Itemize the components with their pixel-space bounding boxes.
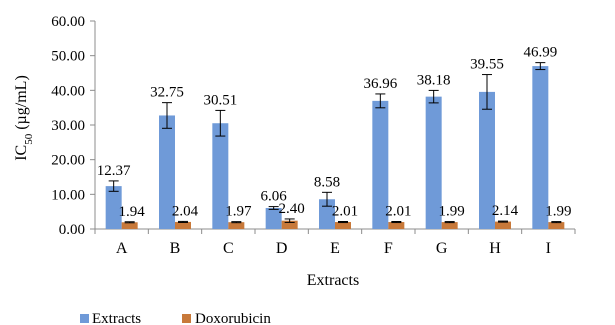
y-axis-title-subscript: 50 <box>23 133 35 145</box>
data-label-doxorubicin-h: 2.14 <box>492 203 519 219</box>
data-label-doxorubicin-i: 1.99 <box>545 204 571 220</box>
bar-extracts-i <box>532 66 549 229</box>
x-tick-label: G <box>436 240 448 257</box>
x-tick-label: E <box>330 240 340 257</box>
bar-extracts-h <box>479 91 495 229</box>
data-label-extracts-b: 32.75 <box>150 85 184 101</box>
y-axis: 0.00 10.00 20.00 30.00 40.00 50.00 60.00 <box>51 14 96 238</box>
x-tick-label: A <box>116 240 128 257</box>
data-label-extracts-c: 30.51 <box>203 92 237 108</box>
bar-doxorubicin-d <box>281 220 298 229</box>
data-label-extracts-a: 12.37 <box>97 163 131 179</box>
y-tick-label: 0.00 <box>59 222 85 238</box>
data-label-doxorubicin-e: 2.01 <box>332 204 358 220</box>
bar-doxorubicin-e <box>335 222 351 229</box>
legend-swatch-extracts <box>80 314 89 323</box>
x-axis-title: Extracts <box>307 272 359 289</box>
x-tick-label: I <box>546 240 551 257</box>
data-label-extracts-d: 6.06 <box>261 189 288 205</box>
x-axis: A B C D E F G H I <box>94 228 576 257</box>
bar-extracts-e <box>319 199 335 229</box>
data-label-doxorubicin-d: 2.40 <box>279 201 305 217</box>
data-label-doxorubicin-g: 1.99 <box>439 204 465 220</box>
x-tick-label: B <box>170 240 181 257</box>
legend: Extracts Doxorubicin <box>80 311 271 325</box>
bars-group <box>105 66 565 229</box>
y-axis-title-main: IC <box>13 145 30 161</box>
x-tick-label: H <box>489 240 501 257</box>
bar-doxorubicin-b <box>175 221 191 229</box>
bar-doxorubicin-a <box>121 222 138 229</box>
bar-doxorubicin-f <box>388 222 405 229</box>
y-tick-label: 10.00 <box>51 187 85 203</box>
legend-swatch-doxorubicin <box>182 314 191 323</box>
bar-extracts-g <box>425 96 442 229</box>
y-tick-label: 60.00 <box>51 14 85 30</box>
data-label-extracts-g: 38.18 <box>417 72 451 88</box>
data-labels-group: 12.37 1.94 32.75 2.04 30.51 1.97 6.062.40 8.58 2… <box>97 45 572 220</box>
bar-doxorubicin-c <box>228 222 245 229</box>
bar-extracts-d <box>265 207 282 229</box>
bar-doxorubicin-g <box>441 222 458 229</box>
x-tick-label: C <box>223 240 234 257</box>
bar-extracts-a <box>105 186 122 229</box>
data-label-extracts-e: 8.58 <box>314 174 340 190</box>
y-tick-label: 40.00 <box>51 83 85 99</box>
bar-doxorubicin-i <box>548 222 565 229</box>
bar-extracts-f <box>372 100 389 229</box>
y-axis-title: IC50 (µg/mL) <box>13 75 35 161</box>
error-bars-group <box>108 62 562 224</box>
y-tick-label: 50.00 <box>51 49 85 65</box>
bar-doxorubicin-h <box>495 221 511 229</box>
data-label-extracts-i: 46.99 <box>523 45 557 61</box>
data-label-extracts-f: 36.96 <box>363 76 397 92</box>
legend-label-extracts: Extracts <box>92 311 141 325</box>
x-tick-label: D <box>276 240 288 257</box>
data-label-extracts-h: 39.55 <box>470 57 504 73</box>
x-tick-label: F <box>384 240 393 257</box>
legend-label-doxorubicin: Doxorubicin <box>195 311 271 325</box>
y-tick-label: 30.00 <box>51 118 85 134</box>
data-label-doxorubicin-b: 2.04 <box>172 203 199 219</box>
data-label-doxorubicin-c: 1.97 <box>225 204 252 220</box>
y-tick-label: 20.00 <box>51 153 85 169</box>
bar-extracts-b <box>159 115 175 229</box>
data-label-doxorubicin-a: 1.94 <box>119 204 146 220</box>
data-label-doxorubicin-f: 2.01 <box>385 204 411 220</box>
y-axis-title-unit: (µg/mL) <box>13 75 30 134</box>
bar-extracts-c <box>212 123 229 229</box>
